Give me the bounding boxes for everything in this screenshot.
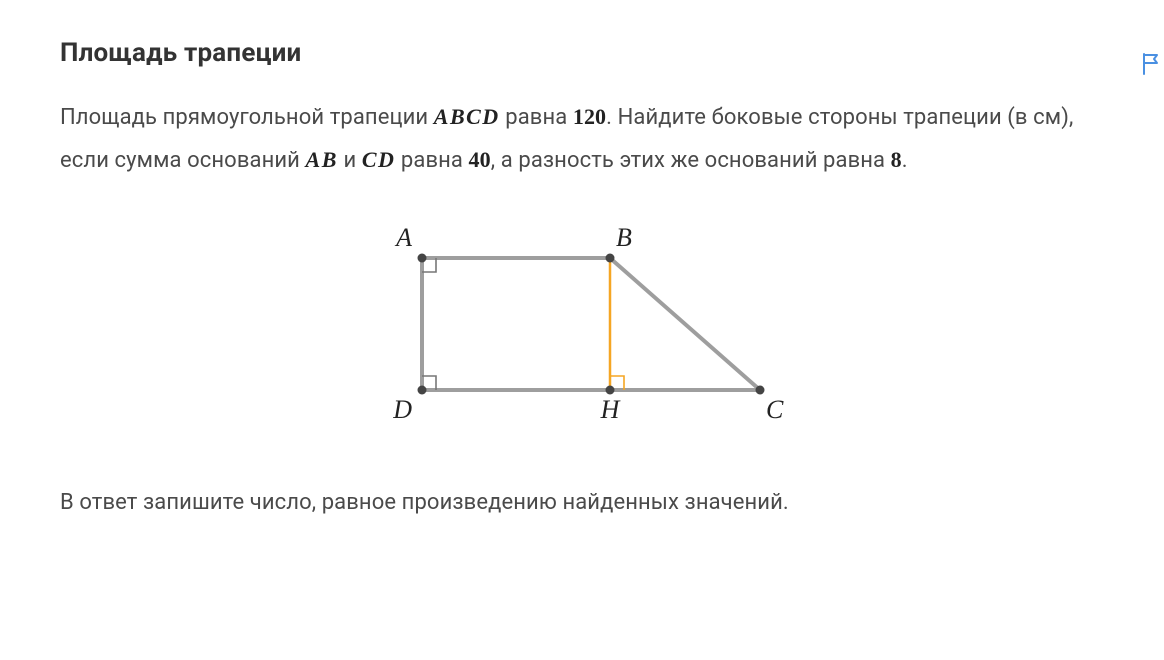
math-abcd: ABCD [434, 104, 500, 129]
math-ab: AB [306, 147, 338, 172]
trapezoid-figure: A B D H C [362, 218, 802, 438]
text: Площадь прямоугольной трапеции [60, 105, 434, 130]
figure-container: A B D H C [60, 218, 1104, 438]
text: . [902, 148, 908, 173]
math-120: 120 [573, 104, 606, 129]
svg-text:A: A [394, 223, 412, 252]
svg-text:D: D [392, 395, 412, 424]
page-title: Площадь трапеции [60, 38, 1104, 68]
text: , а разность этих же оснований равна [491, 148, 891, 173]
svg-text:C: C [766, 395, 784, 424]
text: равна [500, 105, 573, 130]
math-40: 40 [469, 147, 491, 172]
svg-text:B: B [616, 223, 632, 252]
answer-note: В ответ запишите число, равное произведе… [60, 490, 1104, 515]
report-flag-icon[interactable] [1142, 52, 1164, 80]
problem-text: Площадь прямоугольной трапеции ABCD равн… [60, 96, 1104, 182]
text: и [338, 148, 362, 173]
page: Площадь трапеции Площадь прямоугольной т… [0, 0, 1164, 660]
math-8: 8 [891, 147, 902, 172]
math-cd: CD [362, 147, 396, 172]
svg-text:H: H [600, 395, 621, 424]
text: равна [395, 148, 468, 173]
